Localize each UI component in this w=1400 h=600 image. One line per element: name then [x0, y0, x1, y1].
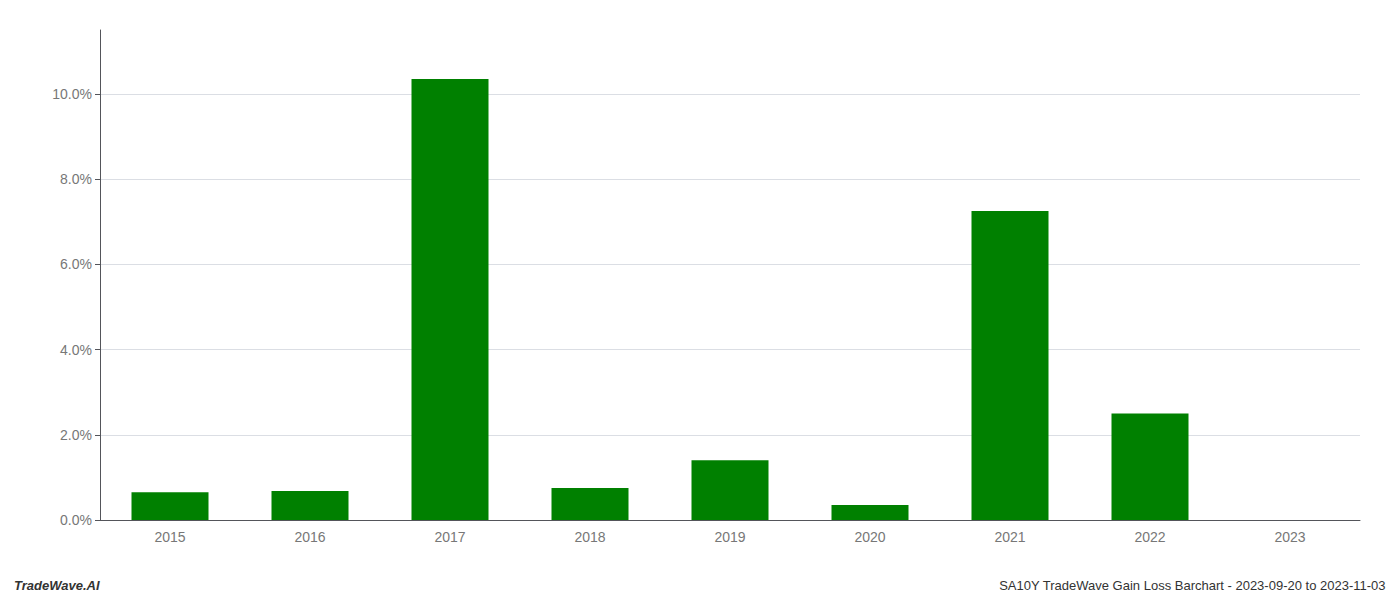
svg-text:2021: 2021 [994, 529, 1025, 545]
svg-text:2022: 2022 [1134, 529, 1165, 545]
svg-text:8.0%: 8.0% [60, 171, 92, 187]
svg-text:6.0%: 6.0% [60, 256, 92, 272]
svg-text:2017: 2017 [434, 529, 465, 545]
svg-text:2020: 2020 [854, 529, 885, 545]
svg-text:4.0%: 4.0% [60, 342, 92, 358]
svg-text:2015: 2015 [154, 529, 185, 545]
svg-text:SA10Y TradeWave Gain Loss Barc: SA10Y TradeWave Gain Loss Barchart - 202… [999, 578, 1385, 593]
svg-text:2019: 2019 [714, 529, 745, 545]
svg-text:2018: 2018 [574, 529, 605, 545]
svg-text:10.0%: 10.0% [52, 86, 92, 102]
svg-text:2.0%: 2.0% [60, 427, 92, 443]
svg-text:2023: 2023 [1274, 529, 1305, 545]
svg-text:2016: 2016 [294, 529, 325, 545]
svg-text:0.0%: 0.0% [60, 512, 92, 528]
svg-text:TradeWave.AI: TradeWave.AI [14, 578, 100, 593]
